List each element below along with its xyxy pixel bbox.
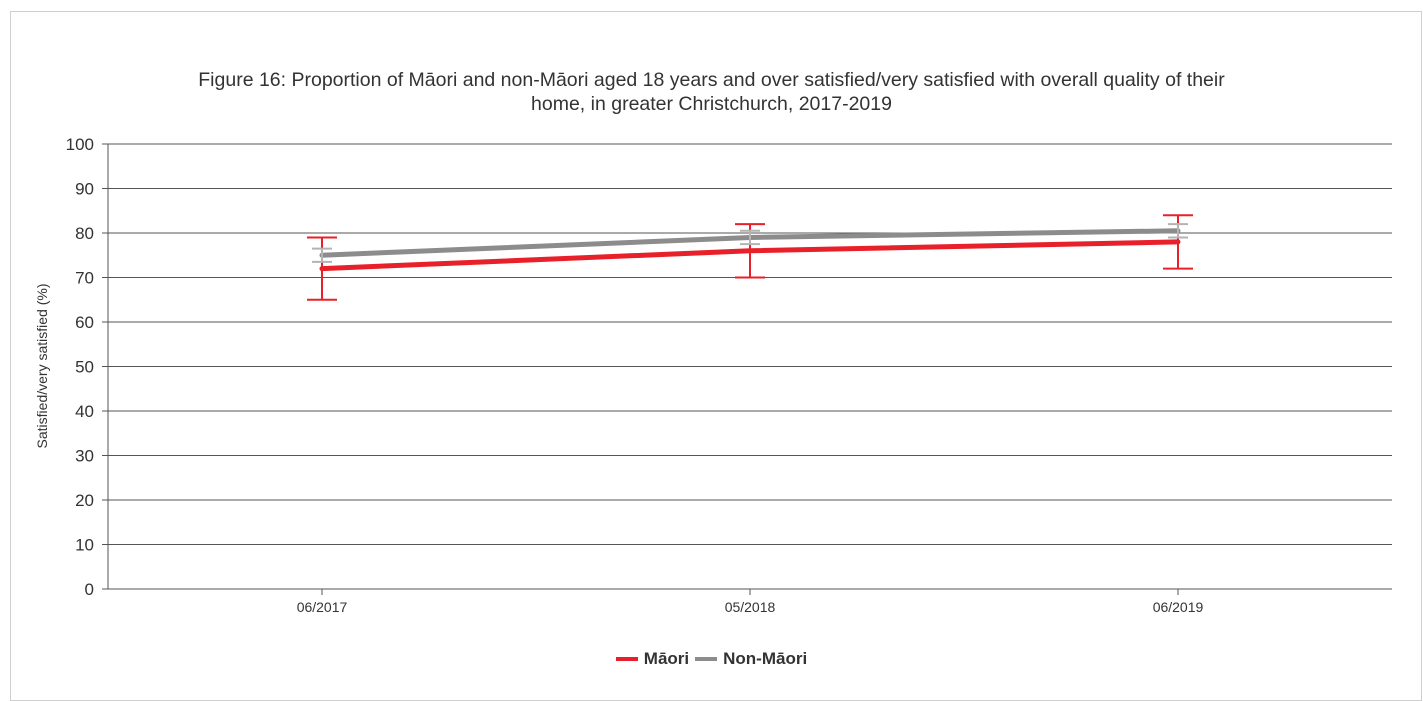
chart-frame [10, 11, 1422, 701]
legend-swatch [695, 657, 718, 661]
x-tick-label: 06/2019 [1153, 599, 1204, 615]
y-tick-label: 20 [75, 491, 94, 510]
legend-label: Non-Māori [723, 649, 808, 668]
x-tick-label: 05/2018 [725, 599, 776, 615]
y-tick-label: 40 [75, 402, 94, 421]
axes: 0 10 20 30 40 50 60 70 80 90 100 06/2017 05/2018 06/2… [66, 135, 1204, 615]
y-tick-label: 10 [75, 536, 94, 555]
error-bar [312, 247, 332, 263]
y-tick-label: 50 [75, 358, 94, 377]
y-tick-label: 0 [85, 580, 94, 599]
y-tick-label: 60 [75, 313, 94, 332]
gridlines [108, 143, 1392, 590]
y-tick-label: 70 [75, 269, 94, 288]
y-tick-label: 90 [75, 180, 94, 199]
y-axis-label: Satisfied/very satisfied (%) [34, 284, 50, 449]
legend: Māori Non-Māori [0, 646, 1423, 669]
x-tick-label: 06/2017 [297, 599, 348, 615]
legend-swatch [615, 657, 638, 661]
chart-title: Figure 16: Proportion of Māori and non-M… [0, 68, 1423, 116]
error-bar [740, 229, 760, 246]
chart-title-line-1: Figure 16: Proportion of Māori and non-M… [198, 69, 1225, 91]
y-tick-label: 100 [66, 135, 94, 154]
legend-item-maori: Māori [615, 649, 690, 669]
legend-label: Māori [643, 649, 690, 668]
chart-title-line-2: home, in greater Christchurch, 2017-2019 [531, 93, 892, 115]
y-tick-label: 30 [75, 447, 94, 466]
error-bar [1168, 223, 1188, 239]
y-tick-label: 80 [75, 224, 94, 243]
legend-item-non-maori: Non-Māori [695, 649, 807, 669]
error-bars [307, 214, 1193, 301]
